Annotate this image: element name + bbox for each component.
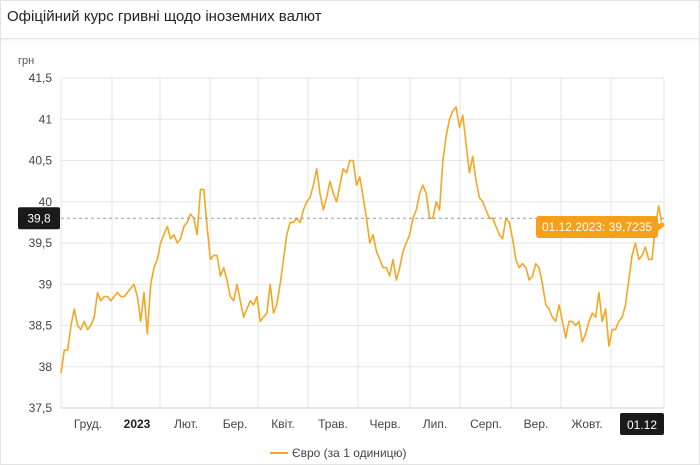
x-tick-label: Бер. [223,417,248,431]
y-tick-label: 40,5 [29,154,53,168]
tooltip-box [536,216,658,238]
legend-item-euro[interactable]: Євро (за 1 одиницю) [292,446,407,460]
y-tick-label: 41 [39,112,53,126]
tooltip-text: 01.12.2023: 39,7235 [542,220,652,234]
crosshair-value-badge [18,207,60,230]
crosshair-value-label: 39,8 [27,211,51,225]
x-tick-label: Черв. [369,417,400,431]
legend[interactable]: Євро (за 1 одиницю) [270,446,407,460]
y-tick-label: 41,5 [29,71,53,85]
grid [60,77,665,409]
x-axis: Груд. 2023 Лют. Бер. Квіт. Трав. Черв. Лип. Серп… [61,407,664,435]
x-end-badge [620,413,664,435]
x-tick-label: Лют. [174,417,198,431]
x-tick-label: Квіт. [271,417,295,431]
y-tick-label: 38,5 [29,319,53,333]
y-axis: грн 37,5 38 38,5 39 39,5 40 40,5 41 41,5 [18,55,52,415]
x-tick-label: Лип. [423,417,447,431]
x-tick-label: Груд. [74,417,102,431]
y-tick-label: 38 [39,360,53,374]
y-tick-label: 37,5 [29,401,53,415]
x-end-label: 01.12 [627,418,657,432]
crosshair: 39,8 01.12.2023: 39,7235 [18,207,666,238]
x-tick-label: Жовт. [571,417,602,431]
y-tick-label: 39 [39,277,53,291]
series-layer [60,106,663,374]
x-tick-label: 2023 [124,417,151,431]
x-tick-label: Серп. [470,417,502,431]
page-title: Офіційний курс гривні щодо іноземних вал… [7,8,322,25]
y-axis-unit-label: грн [18,55,34,67]
x-tick-label: Вер. [524,417,549,431]
series-line-euro[interactable] [60,106,663,374]
x-tick-label: Трав. [318,417,348,431]
y-tick-label: 40 [39,195,53,209]
widget-header: Офіційний курс гривні щодо іноземних вал… [0,0,700,39]
tooltip-pointer [658,223,663,231]
y-tick-label: 39,5 [29,236,53,250]
